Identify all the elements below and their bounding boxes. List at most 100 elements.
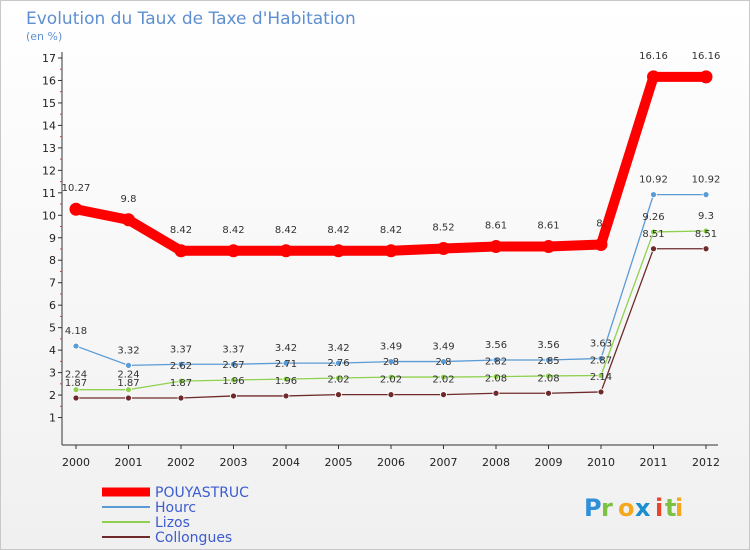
data-label: 3.37 <box>222 344 244 355</box>
y-tick-label: 5 <box>49 322 56 335</box>
logo-letter: o <box>618 494 635 522</box>
data-label: 8.42 <box>222 225 244 236</box>
data-point <box>230 360 237 368</box>
data-point <box>335 359 342 367</box>
data-label: 4.18 <box>65 326 87 337</box>
data-label: 9.26 <box>642 212 664 223</box>
data-label: 8.52 <box>432 223 454 234</box>
y-tick-label: 16 <box>42 74 56 87</box>
data-label: 10.27 <box>62 183 91 194</box>
legend-label: POUYASTRUC <box>155 485 249 501</box>
y-tick-label: 11 <box>42 187 56 200</box>
y-tick-label: 2 <box>49 389 56 402</box>
data-point <box>650 228 657 236</box>
data-label: 2.62 <box>170 361 192 372</box>
data-point <box>387 391 395 399</box>
data-point <box>702 227 710 235</box>
data-point <box>335 374 342 382</box>
x-tick-label: 2004 <box>272 456 300 469</box>
data-label: 2.02 <box>327 375 349 386</box>
data-label: 2.67 <box>222 360 244 371</box>
data-point <box>387 373 395 381</box>
data-label: 2.08 <box>485 373 507 384</box>
x-tick-label: 2012 <box>692 456 720 469</box>
data-point <box>489 240 503 254</box>
data-point <box>227 244 240 258</box>
data-label: 8.42 <box>380 225 402 236</box>
y-tick-label: 7 <box>49 277 56 290</box>
x-tick-label: 2001 <box>115 456 143 469</box>
data-label: 8.61 <box>537 221 559 232</box>
data-label: 2.02 <box>380 375 402 386</box>
data-label: 16.16 <box>692 51 721 62</box>
y-tick-label: 9 <box>49 232 56 245</box>
data-point <box>650 191 657 199</box>
data-label: 2.24 <box>65 370 87 381</box>
y-tick-label: 1 <box>49 412 56 425</box>
data-point <box>597 372 605 379</box>
data-label: 2.87 <box>590 356 612 367</box>
data-label: 2.24 <box>117 370 139 381</box>
data-point <box>72 342 80 350</box>
data-point <box>282 375 290 383</box>
x-tick-label: 2007 <box>430 456 458 469</box>
chart-subtitle: (en %) <box>26 30 62 43</box>
data-point <box>650 245 657 253</box>
data-label: 1.96 <box>222 376 244 387</box>
data-point <box>125 386 132 394</box>
data-point <box>437 242 450 256</box>
x-tick-label: 2006 <box>377 456 405 469</box>
data-point <box>597 355 605 362</box>
data-label: 3.56 <box>537 340 559 351</box>
data-label: 9.3 <box>698 211 714 222</box>
logo-letter: x <box>635 494 651 522</box>
data-label: 2.85 <box>537 356 559 367</box>
data-point <box>279 244 293 258</box>
data-point <box>387 358 395 365</box>
data-label: 2.08 <box>537 373 559 384</box>
data-label: 2.02 <box>432 375 454 386</box>
data-label: 8.42 <box>275 225 297 236</box>
x-tick-label: 2002 <box>167 456 195 469</box>
logo-letter: P <box>584 494 602 522</box>
data-point <box>177 377 185 385</box>
data-point <box>594 238 608 252</box>
data-point <box>72 394 80 402</box>
data-label: 1.96 <box>275 376 297 387</box>
y-tick-label: 4 <box>49 344 56 357</box>
data-point <box>69 202 83 216</box>
data-label: 1.87 <box>65 378 87 389</box>
data-label: 8.61 <box>485 221 507 232</box>
data-label: 2.14 <box>590 372 612 383</box>
logo-letter: i <box>675 494 683 522</box>
data-point <box>335 391 342 399</box>
data-point <box>492 389 500 397</box>
x-tick-label: 2010 <box>587 456 615 469</box>
y-tick-label: 12 <box>42 164 56 177</box>
data-label: 8.42 <box>327 225 349 236</box>
y-tick-label: 17 <box>42 52 56 65</box>
data-point <box>440 358 447 365</box>
data-label: 8. <box>596 219 606 230</box>
data-point <box>702 191 710 199</box>
data-point <box>282 392 290 400</box>
data-label: 3.42 <box>327 343 349 354</box>
data-point <box>332 244 345 258</box>
data-label: 3.32 <box>117 345 139 356</box>
data-label: 3.56 <box>485 340 507 351</box>
data-point <box>545 372 552 380</box>
data-label: 10.92 <box>692 175 721 186</box>
chart-title: Evolution du Taux de Taxe d'Habitation <box>26 9 356 29</box>
data-point <box>597 388 605 396</box>
data-point <box>545 389 552 397</box>
data-point <box>230 376 237 384</box>
data-point <box>174 244 188 258</box>
data-label: 10.92 <box>639 175 668 186</box>
legend-label: Collongues <box>155 530 232 546</box>
data-point <box>542 240 555 254</box>
data-point <box>440 391 447 399</box>
data-point <box>440 373 447 381</box>
y-tick-label: 14 <box>42 119 56 132</box>
data-point <box>647 70 660 84</box>
